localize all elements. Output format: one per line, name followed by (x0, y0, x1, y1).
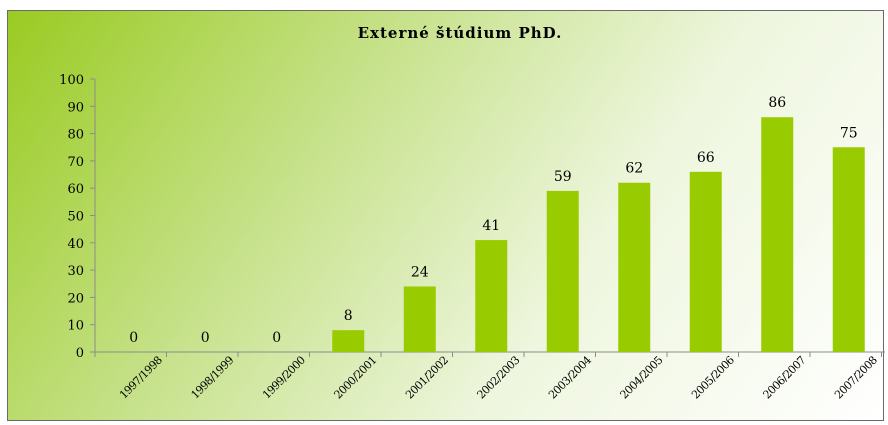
data-label: 8 (344, 308, 353, 324)
x-tick-label: 2003/2004 (546, 354, 594, 402)
data-label: 86 (768, 95, 786, 111)
data-label: 0 (201, 330, 210, 346)
y-tick-label: 100 (59, 73, 84, 88)
x-tick-label: 2002/2003 (475, 354, 523, 402)
x-tick-label: 2000/2001 (332, 354, 380, 402)
x-tick-label: 2004/2005 (618, 354, 666, 402)
data-label: 24 (411, 264, 429, 280)
x-tick-label: 1997/1998 (117, 354, 165, 402)
bar (832, 147, 865, 352)
y-tick-label: 80 (67, 128, 84, 143)
y-tick-label: 40 (67, 237, 84, 252)
bar (403, 286, 436, 352)
y-tick-label: 30 (67, 264, 84, 279)
chart-area: Externé štúdium PhD. 0 10 20 30 40 50 60 70 80 90… (7, 10, 885, 421)
y-tick-label: 50 (67, 210, 84, 225)
x-tick-label: 1998/1999 (189, 354, 237, 402)
x-tick-label: 2001/2002 (403, 354, 451, 402)
data-label: 0 (272, 330, 281, 346)
x-tick-label: 1999/2000 (260, 354, 308, 402)
data-label: 66 (697, 150, 715, 166)
bar (618, 182, 651, 352)
data-label: 59 (554, 169, 572, 185)
x-tick-label: 2007/2008 (832, 354, 880, 402)
data-label: 75 (840, 125, 858, 141)
bar-chart: Externé štúdium PhD. 0102030405060708090… (59, 24, 885, 402)
y-tick-label: 20 (67, 291, 84, 306)
plot-area: 010203040506070809010001997/199801998/19… (59, 73, 885, 402)
data-label: 41 (482, 218, 500, 234)
x-tick-label: 2006/2007 (761, 354, 809, 402)
x-tick-label: 2005/2006 (689, 354, 737, 402)
y-tick-label: 60 (67, 182, 84, 197)
y-tick-label: 0 (76, 346, 84, 361)
bar (761, 117, 794, 352)
data-label: 0 (129, 330, 138, 346)
bar (475, 240, 508, 352)
y-tick-label: 70 (67, 155, 84, 170)
bar (546, 190, 579, 352)
bar (332, 330, 365, 352)
y-tick-label: 10 (67, 319, 84, 334)
y-tick-label: 90 (67, 100, 84, 115)
bar (689, 171, 722, 352)
chart-title: Externé štúdium PhD. (358, 24, 563, 42)
data-label: 62 (625, 161, 643, 177)
